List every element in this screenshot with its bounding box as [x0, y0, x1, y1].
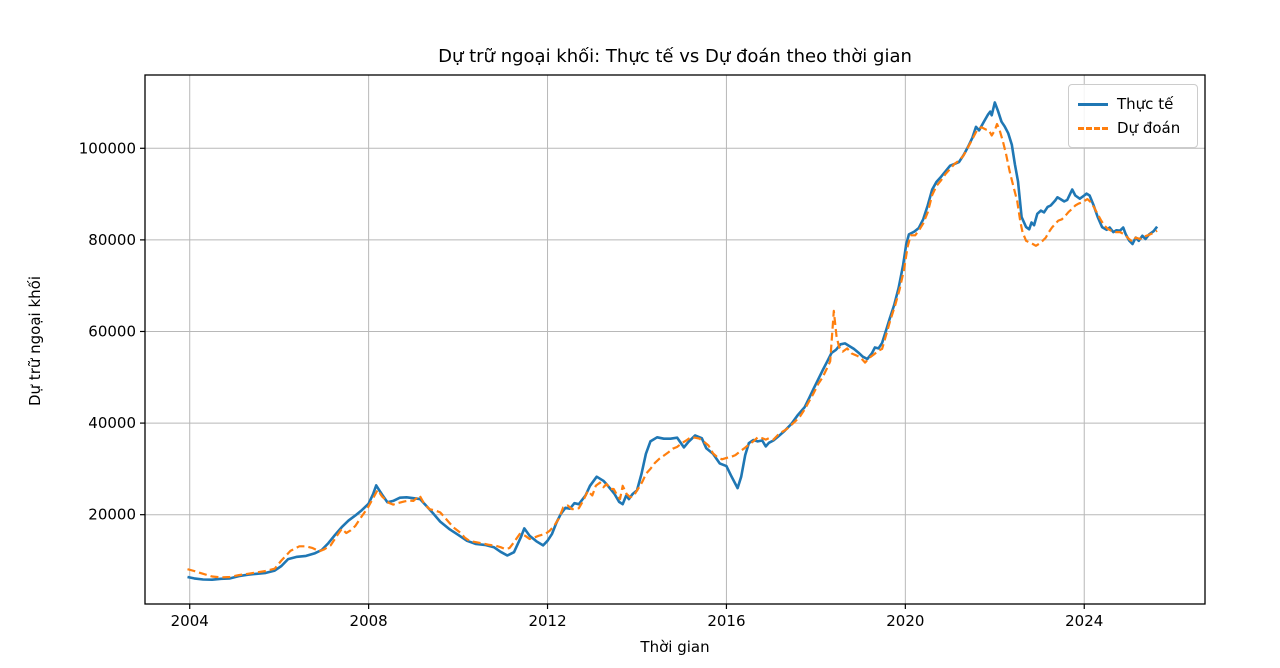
- legend-label-predicted: Dự đoán: [1117, 119, 1181, 137]
- x-tick-label: 2020: [886, 612, 924, 630]
- legend-item-actual: Thực tế: [1078, 92, 1187, 116]
- x-tick-label: 2012: [528, 612, 566, 630]
- y-tick-label: 80000: [88, 231, 136, 249]
- legend: Thực tế Dự đoán: [1068, 84, 1198, 148]
- legend-item-predicted: Dự đoán: [1078, 116, 1187, 140]
- y-axis-label: Dự trữ ngoại khối: [26, 275, 44, 407]
- y-tick-label: 20000: [88, 506, 136, 524]
- actual-line-sample: [1078, 102, 1108, 106]
- axes-spines: [144, 74, 1206, 605]
- y-tick-label: 100000: [79, 139, 136, 157]
- x-tick-label: 2004: [171, 612, 209, 630]
- x-axis-label: Thời gian: [640, 638, 710, 656]
- predicted-line-sample: [1078, 126, 1108, 130]
- y-tick-label: 40000: [88, 414, 136, 432]
- chart-title: Dự trữ ngoại khối: Thực tế vs Dự đoán th…: [438, 46, 912, 67]
- legend-label-actual: Thực tế: [1117, 95, 1174, 113]
- plot-area: [145, 75, 1205, 604]
- x-tick-label: 2024: [1065, 612, 1103, 630]
- x-tick-label: 2008: [350, 612, 388, 630]
- y-tick-label: 60000: [88, 322, 136, 340]
- x-tick-label: 2016: [707, 612, 745, 630]
- predicted-series-line: [187, 122, 1158, 579]
